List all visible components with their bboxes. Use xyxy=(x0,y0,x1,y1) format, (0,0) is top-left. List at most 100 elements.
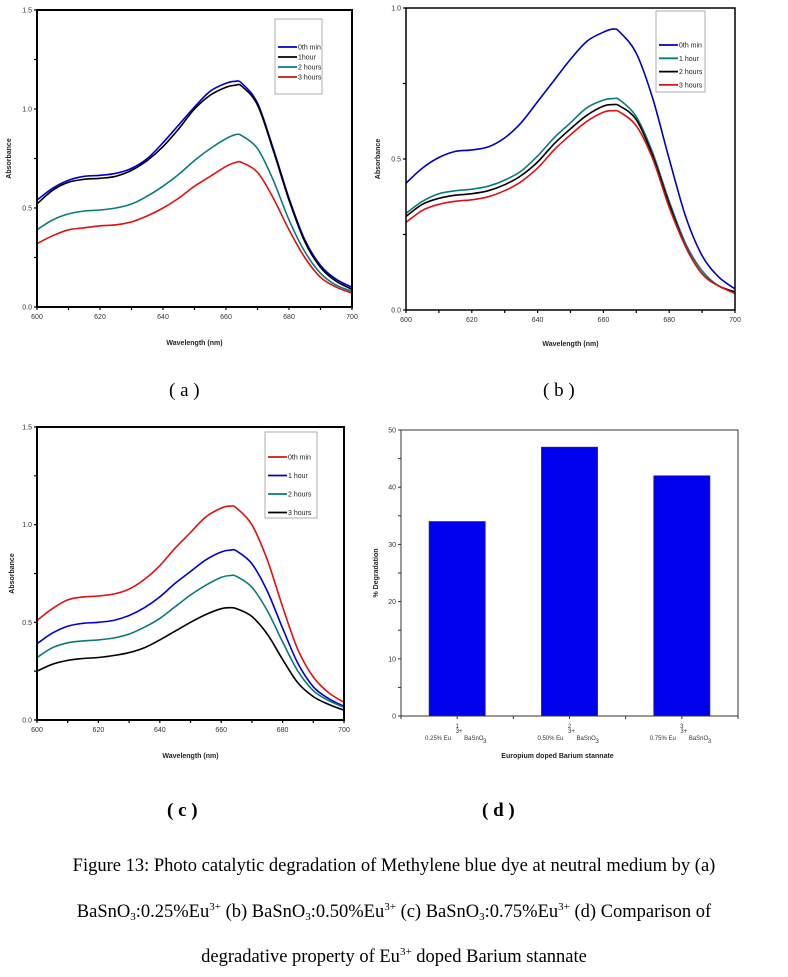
series-line-0th-min xyxy=(405,28,736,290)
series-line-1-hour xyxy=(405,97,736,293)
legend-label: 3 hours xyxy=(679,82,703,89)
series-line-3-hours xyxy=(405,109,736,295)
y-tick-label: 1.5 xyxy=(22,425,32,432)
x-tick-label: 700 xyxy=(346,314,358,321)
legend-label: 2 hours xyxy=(288,492,312,499)
y-tick-label: 0.0 xyxy=(22,305,32,312)
legend: 0th min 1hour 2 hours 3 hours xyxy=(274,18,323,95)
y-tick-label: 50 xyxy=(388,428,396,435)
y-axis-title: Absorbance xyxy=(6,138,13,179)
category-prefix: 0.50% Eu xyxy=(537,736,563,742)
caption-text: degradative property of Eu xyxy=(201,947,400,967)
legend-label: 0th min xyxy=(298,45,321,52)
y-tick-label: 0.0 xyxy=(22,718,32,725)
caption-superscript: 3+ xyxy=(558,901,570,913)
x-tick-label: 640 xyxy=(154,727,166,734)
category-index: 1 xyxy=(455,724,459,730)
x-axis-title: Wavelength (nm) xyxy=(542,341,598,348)
x-axis-title: Europium doped Barium stannate xyxy=(501,753,614,760)
x-tick-label: 600 xyxy=(31,314,43,321)
legend-label: 3 hours xyxy=(298,75,322,82)
legend-label: 0th min xyxy=(679,43,702,50)
legend-label: 2 hours xyxy=(679,69,703,76)
x-tick-label: 680 xyxy=(663,317,675,324)
panel-label-a: ( a ) xyxy=(169,380,200,401)
x-tick-label: 700 xyxy=(729,317,741,324)
y-axis-title: % Degradation xyxy=(373,548,380,597)
panel-label-b: ( b ) xyxy=(543,380,575,401)
series-line-1-hour xyxy=(36,548,345,708)
y-tick-label: 0.5 xyxy=(391,157,401,164)
figure-caption-line-2: BaSnO3:0.25%Eu3+ (b) BaSnO3:0.50%Eu3+ (c… xyxy=(0,901,788,923)
caption-text: (c) BaSnO xyxy=(395,902,480,922)
figure-caption-line-1: Figure 13: Photo catalytic degradation o… xyxy=(0,856,788,877)
chart-panel-c: 600 620 640 660 680 700 0.0 0.5 1.0 1.5 Wavelength… xyxy=(9,425,350,761)
caption-subscript: 3 xyxy=(479,911,485,923)
x-tick-label: 620 xyxy=(94,314,106,321)
legend-label: 1 hour xyxy=(288,473,309,480)
y-tick-label: 10 xyxy=(388,656,396,663)
caption-text: BaSnO xyxy=(76,902,131,922)
caption-text: :0.50%Eu xyxy=(310,902,385,922)
series-line-3-hours xyxy=(36,606,345,711)
y-axis-title: Absorbance xyxy=(9,553,16,594)
y-tick-label: 20 xyxy=(388,599,396,606)
caption-text: (d) Comparison of xyxy=(569,902,712,922)
x-tick-label: 680 xyxy=(277,727,289,734)
category-subscript: 3 xyxy=(483,739,487,745)
legend: 0th min 1 hour 2 hours 3 hours xyxy=(655,10,706,93)
x-tick-label: 620 xyxy=(466,317,478,324)
caption-text: :0.25%Eu xyxy=(135,902,210,922)
legend-label: 3 hours xyxy=(288,510,312,517)
caption-subscript: 3 xyxy=(305,911,311,923)
x-axis-title: Wavelength (nm) xyxy=(166,340,222,347)
series-line-1hour xyxy=(36,83,353,290)
category-prefix: 0.25% Eu xyxy=(425,736,451,742)
y-tick-label: 40 xyxy=(388,485,396,492)
legend-label: 2 hours xyxy=(298,65,322,72)
series-line-3-hours xyxy=(36,160,353,294)
y-tick-label: 0 xyxy=(392,714,396,721)
y-tick-label: 1.0 xyxy=(391,6,401,13)
x-tick-label: 600 xyxy=(31,727,43,734)
category-suffix: BaSnO xyxy=(689,736,709,742)
category-superscript: 3+ xyxy=(568,729,575,735)
series-line-2-hours xyxy=(405,103,736,293)
y-tick-label: 1.0 xyxy=(22,107,32,114)
caption-superscript: 3+ xyxy=(209,901,221,913)
category-subscript: 3 xyxy=(596,739,600,745)
series-line-0th-min xyxy=(36,505,345,704)
chart-panel-a: 600 620 640 660 680 700 0.0 0.5 1.0 1.5 Wavelength… xyxy=(6,8,358,348)
x-tick-label: 680 xyxy=(283,314,295,321)
legend-box xyxy=(655,10,706,93)
panel-label-d: ( d ) xyxy=(482,800,515,821)
caption-text: :0.75%Eu xyxy=(484,902,559,922)
y-tick-label: 0.0 xyxy=(391,308,401,315)
caption-subscript: 3 xyxy=(130,911,136,923)
category-superscript: 3+ xyxy=(680,729,687,735)
category-suffix: BaSnO xyxy=(464,736,484,742)
caption-text: (b) BaSnO xyxy=(220,902,306,922)
category-index: 3 xyxy=(680,724,684,730)
series-line-2-hours xyxy=(36,133,353,292)
bar xyxy=(653,475,711,717)
caption-text: doped Barium stannate xyxy=(411,947,587,967)
caption-superscript: 3+ xyxy=(384,901,396,913)
y-tick-label: 0.5 xyxy=(22,620,32,627)
category-index: 2 xyxy=(568,724,572,730)
category-prefix: 0.75% Eu xyxy=(650,736,676,742)
x-tick-label: 640 xyxy=(157,314,169,321)
category-suffix: BaSnO xyxy=(577,736,597,742)
y-tick-label: 30 xyxy=(388,542,396,549)
y-axis-title: Absorbance xyxy=(375,139,382,180)
x-tick-label: 640 xyxy=(532,317,544,324)
figure-caption-line-3: degradative property of Eu3+ doped Bariu… xyxy=(0,946,788,968)
bar xyxy=(541,446,598,717)
caption-superscript: 3+ xyxy=(399,946,412,958)
category-superscript: 3+ xyxy=(456,729,463,735)
panel-label-c: ( c ) xyxy=(167,800,198,821)
figure-canvas: 600 620 640 660 680 700 0.0 0.5 1.0 1.5 Wavelength… xyxy=(6,6,741,761)
x-tick-label: 700 xyxy=(338,727,350,734)
x-tick-label: 660 xyxy=(598,317,610,324)
